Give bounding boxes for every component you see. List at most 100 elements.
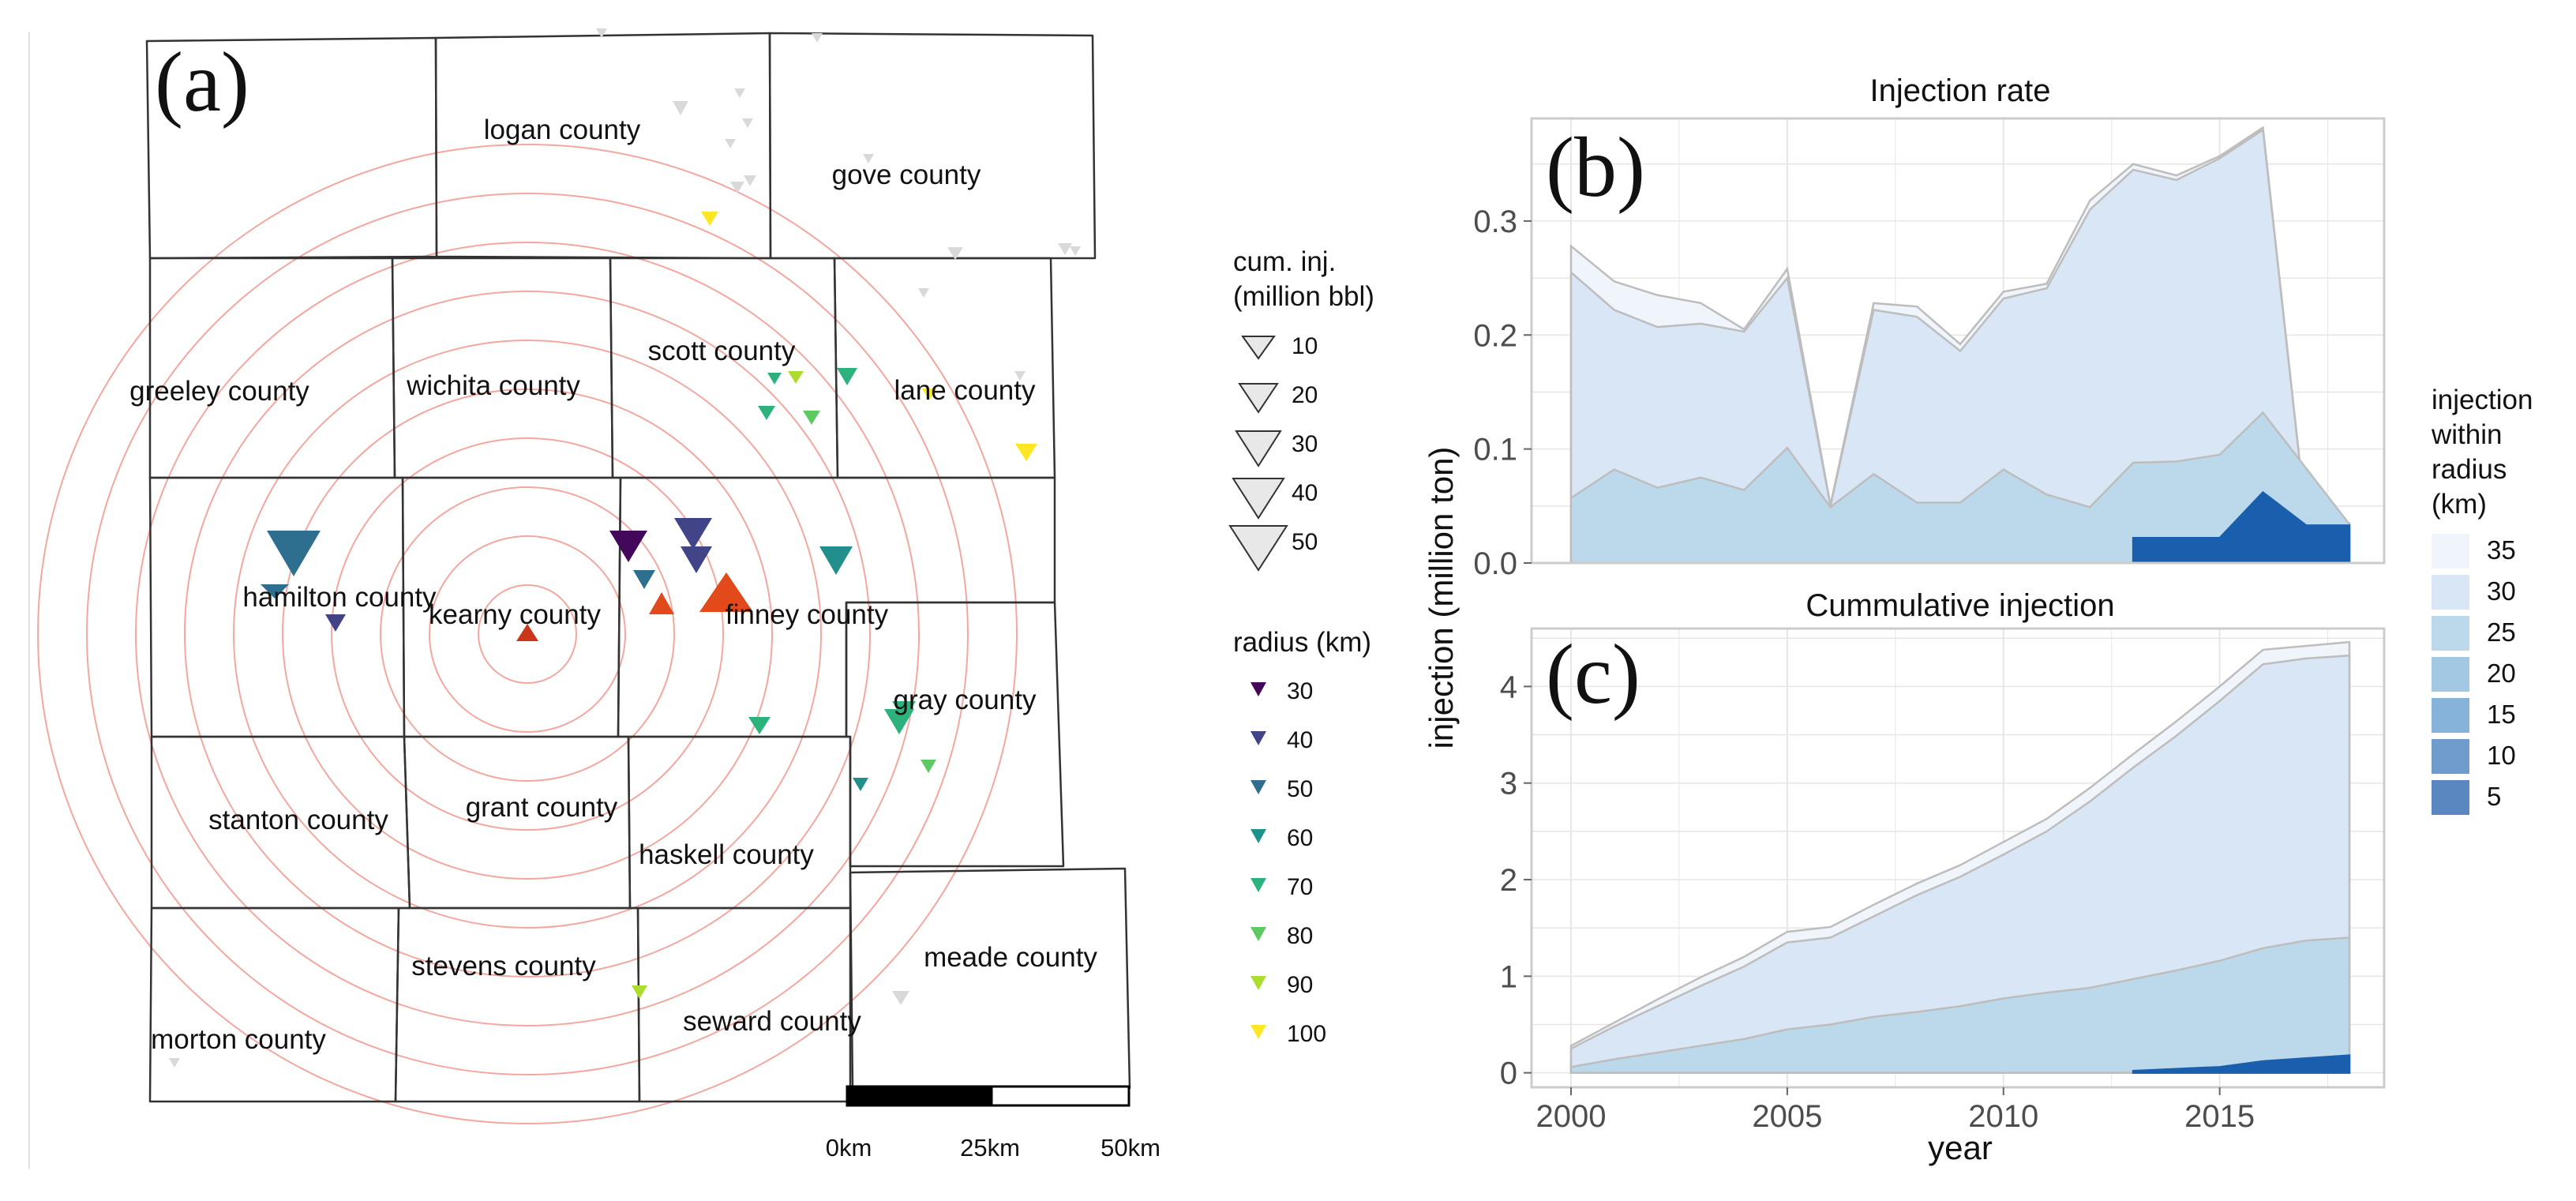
legend-radius-title: radius (km) — [1233, 627, 1371, 658]
legend-injection-label-30: 30 — [2487, 576, 2516, 606]
county-outline-stevens — [394, 906, 641, 1103]
scale-bar: 0km 25km 50km — [826, 1085, 1161, 1162]
radius-ring-10 — [478, 584, 577, 684]
legend-injection-items: 35 30 25 20 15 10 5 — [2432, 534, 2516, 815]
legend-injection-label-20: 20 — [2487, 659, 2516, 688]
county-label-gove: gove county — [832, 160, 981, 190]
legend-injection-label-15: 15 — [2487, 700, 2516, 729]
legend-cum-title-line2: (million bbl) — [1233, 281, 1374, 312]
legend-cum-label-10: 10 — [1292, 333, 1318, 359]
panel-c-x-tick-label: 2000 — [1536, 1099, 1607, 1134]
legend-cumulative-injection: cum. inj. (million bbl) 10 20 30 40 50 — [1228, 246, 1374, 572]
panel-b-y-tick-label: 0.3 — [1473, 205, 1517, 239]
panel-c-area-radius-30 — [1569, 654, 2351, 1074]
legend-cum-marker-10 — [1241, 336, 1276, 360]
well-marker-gray — [892, 701, 916, 722]
panel-c-x-tick-labels: 2000 2005 2010 2015 — [1536, 1087, 2255, 1134]
county-outline-haskell — [627, 735, 852, 910]
legend-injection-title-line2: within — [2431, 419, 2502, 450]
y-axis-label: injection (million ton) — [1423, 447, 1460, 749]
panel-b-y-tick-label: 0.1 — [1473, 433, 1517, 467]
radius-ring-100 — [37, 144, 1018, 1124]
panel-b-area-radius-25 — [1569, 411, 2351, 565]
well-marker-scott — [767, 373, 782, 385]
legend-injection-swatch-15 — [2432, 698, 2469, 733]
county-label-haskell: haskell county — [639, 839, 814, 870]
panel-c-y-tick-labels: 0 1 2 3 4 — [1500, 670, 1532, 1091]
well-gray-marker — [725, 139, 736, 148]
panel-b-area-radius-5 — [2132, 490, 2351, 565]
legend-cum-label-20: 20 — [1292, 382, 1318, 408]
radius-ring-90 — [86, 193, 969, 1075]
panel-b-y-tick-label: 0.2 — [1473, 318, 1517, 353]
legend-radius-marker-90 — [1251, 976, 1266, 990]
legend-injection-label-35: 35 — [2487, 535, 2516, 565]
legend-injection-title-line4: (km) — [2432, 489, 2487, 520]
panel-c-y-tick-label: 2 — [1500, 863, 1517, 898]
legend-injection-swatch-10 — [2432, 739, 2469, 774]
well-marker-finney — [633, 570, 655, 589]
county-borders — [145, 32, 1131, 1103]
panel-c-y-tick-label: 1 — [1500, 959, 1517, 994]
county-label-stevens: stevens county — [411, 951, 596, 981]
county-outline-gray — [845, 601, 1065, 868]
well-gray-marker — [1058, 243, 1072, 255]
panel-b-injection-rate: Injection rate 0.0 0.1 0.2 0.3 (b) — [1473, 73, 2386, 581]
county-label-morton: morton county — [151, 1024, 326, 1055]
well-marker-finney — [821, 546, 851, 561]
well-gray-marker — [918, 288, 929, 298]
panel-c-area-radius-5 — [2132, 1054, 2351, 1074]
legend-radius-marker-30 — [1251, 682, 1266, 696]
well-marker-finney — [609, 531, 647, 562]
county-label-kearny: kearny county — [429, 599, 601, 630]
panel-b-y-tick-label: 0.0 — [1473, 546, 1517, 581]
panel-b-title: Injection rate — [1869, 73, 2050, 108]
well-gray-marker — [1070, 246, 1081, 256]
well-marker-lane — [922, 388, 936, 400]
well-gray-marker — [734, 88, 745, 98]
well-marker-scott — [758, 406, 775, 420]
county-label-meade: meade county — [924, 942, 1097, 973]
county-outline-meade — [849, 867, 1131, 1090]
well-gray-marker — [744, 175, 756, 186]
well-marker-scott — [803, 411, 820, 425]
well-marker-lane — [1015, 444, 1037, 461]
radius-ring-20 — [429, 535, 626, 733]
legend-radius-label-60: 60 — [1287, 825, 1313, 851]
well-gray-marker — [863, 154, 874, 163]
well-marker-gray — [921, 760, 936, 773]
panel-b-areas — [1569, 126, 2351, 565]
legend-radius-label-70: 70 — [1287, 874, 1313, 900]
well-marker-logan — [701, 212, 718, 226]
legend-radius-label-90: 90 — [1287, 972, 1313, 998]
panel-c-x-tick-label: 2010 — [1968, 1099, 2038, 1134]
county-label-logan: logan county — [484, 114, 641, 145]
county-outline-greeley — [148, 257, 396, 479]
county-label-scott: scott county — [648, 336, 796, 366]
legend-radius-marker-60 — [1251, 829, 1266, 843]
legend-radius-label-30: 30 — [1287, 678, 1313, 704]
panel-b-y-tick-labels: 0.0 0.1 0.2 0.3 — [1473, 205, 1532, 581]
panel-c-y-tick-label: 3 — [1500, 767, 1517, 801]
county-label-stanton: stanton county — [208, 805, 388, 835]
legend-cum-marker-20 — [1238, 383, 1279, 414]
well-marker-gray — [853, 778, 868, 791]
county-label-wichita: wichita county — [406, 370, 580, 401]
well-gray-marker — [742, 118, 753, 128]
legend-injection-title-line3: radius — [2432, 454, 2507, 485]
radius-ring-60 — [233, 340, 822, 929]
legend-injection-radius: injection within radius (km) 35 30 25 20 15 1… — [2431, 385, 2533, 815]
scale-bar-white-segment — [990, 1085, 1131, 1107]
legend-injection-swatch-20 — [2432, 657, 2469, 692]
radius-ring-70 — [184, 291, 871, 978]
well-marker-finney — [681, 546, 712, 573]
legend-injection-swatch-30 — [2432, 575, 2469, 610]
legend-radius-marker-70 — [1251, 878, 1266, 892]
scale-bar-label-25: 25km — [960, 1134, 1020, 1162]
radius-rings — [37, 144, 1018, 1124]
scale-bar-label-0: 0km — [826, 1134, 872, 1162]
legend-cum-marker-30 — [1235, 430, 1282, 467]
well-marker-finney — [674, 518, 712, 550]
county-label-hamilton: hamilton county — [242, 582, 437, 613]
